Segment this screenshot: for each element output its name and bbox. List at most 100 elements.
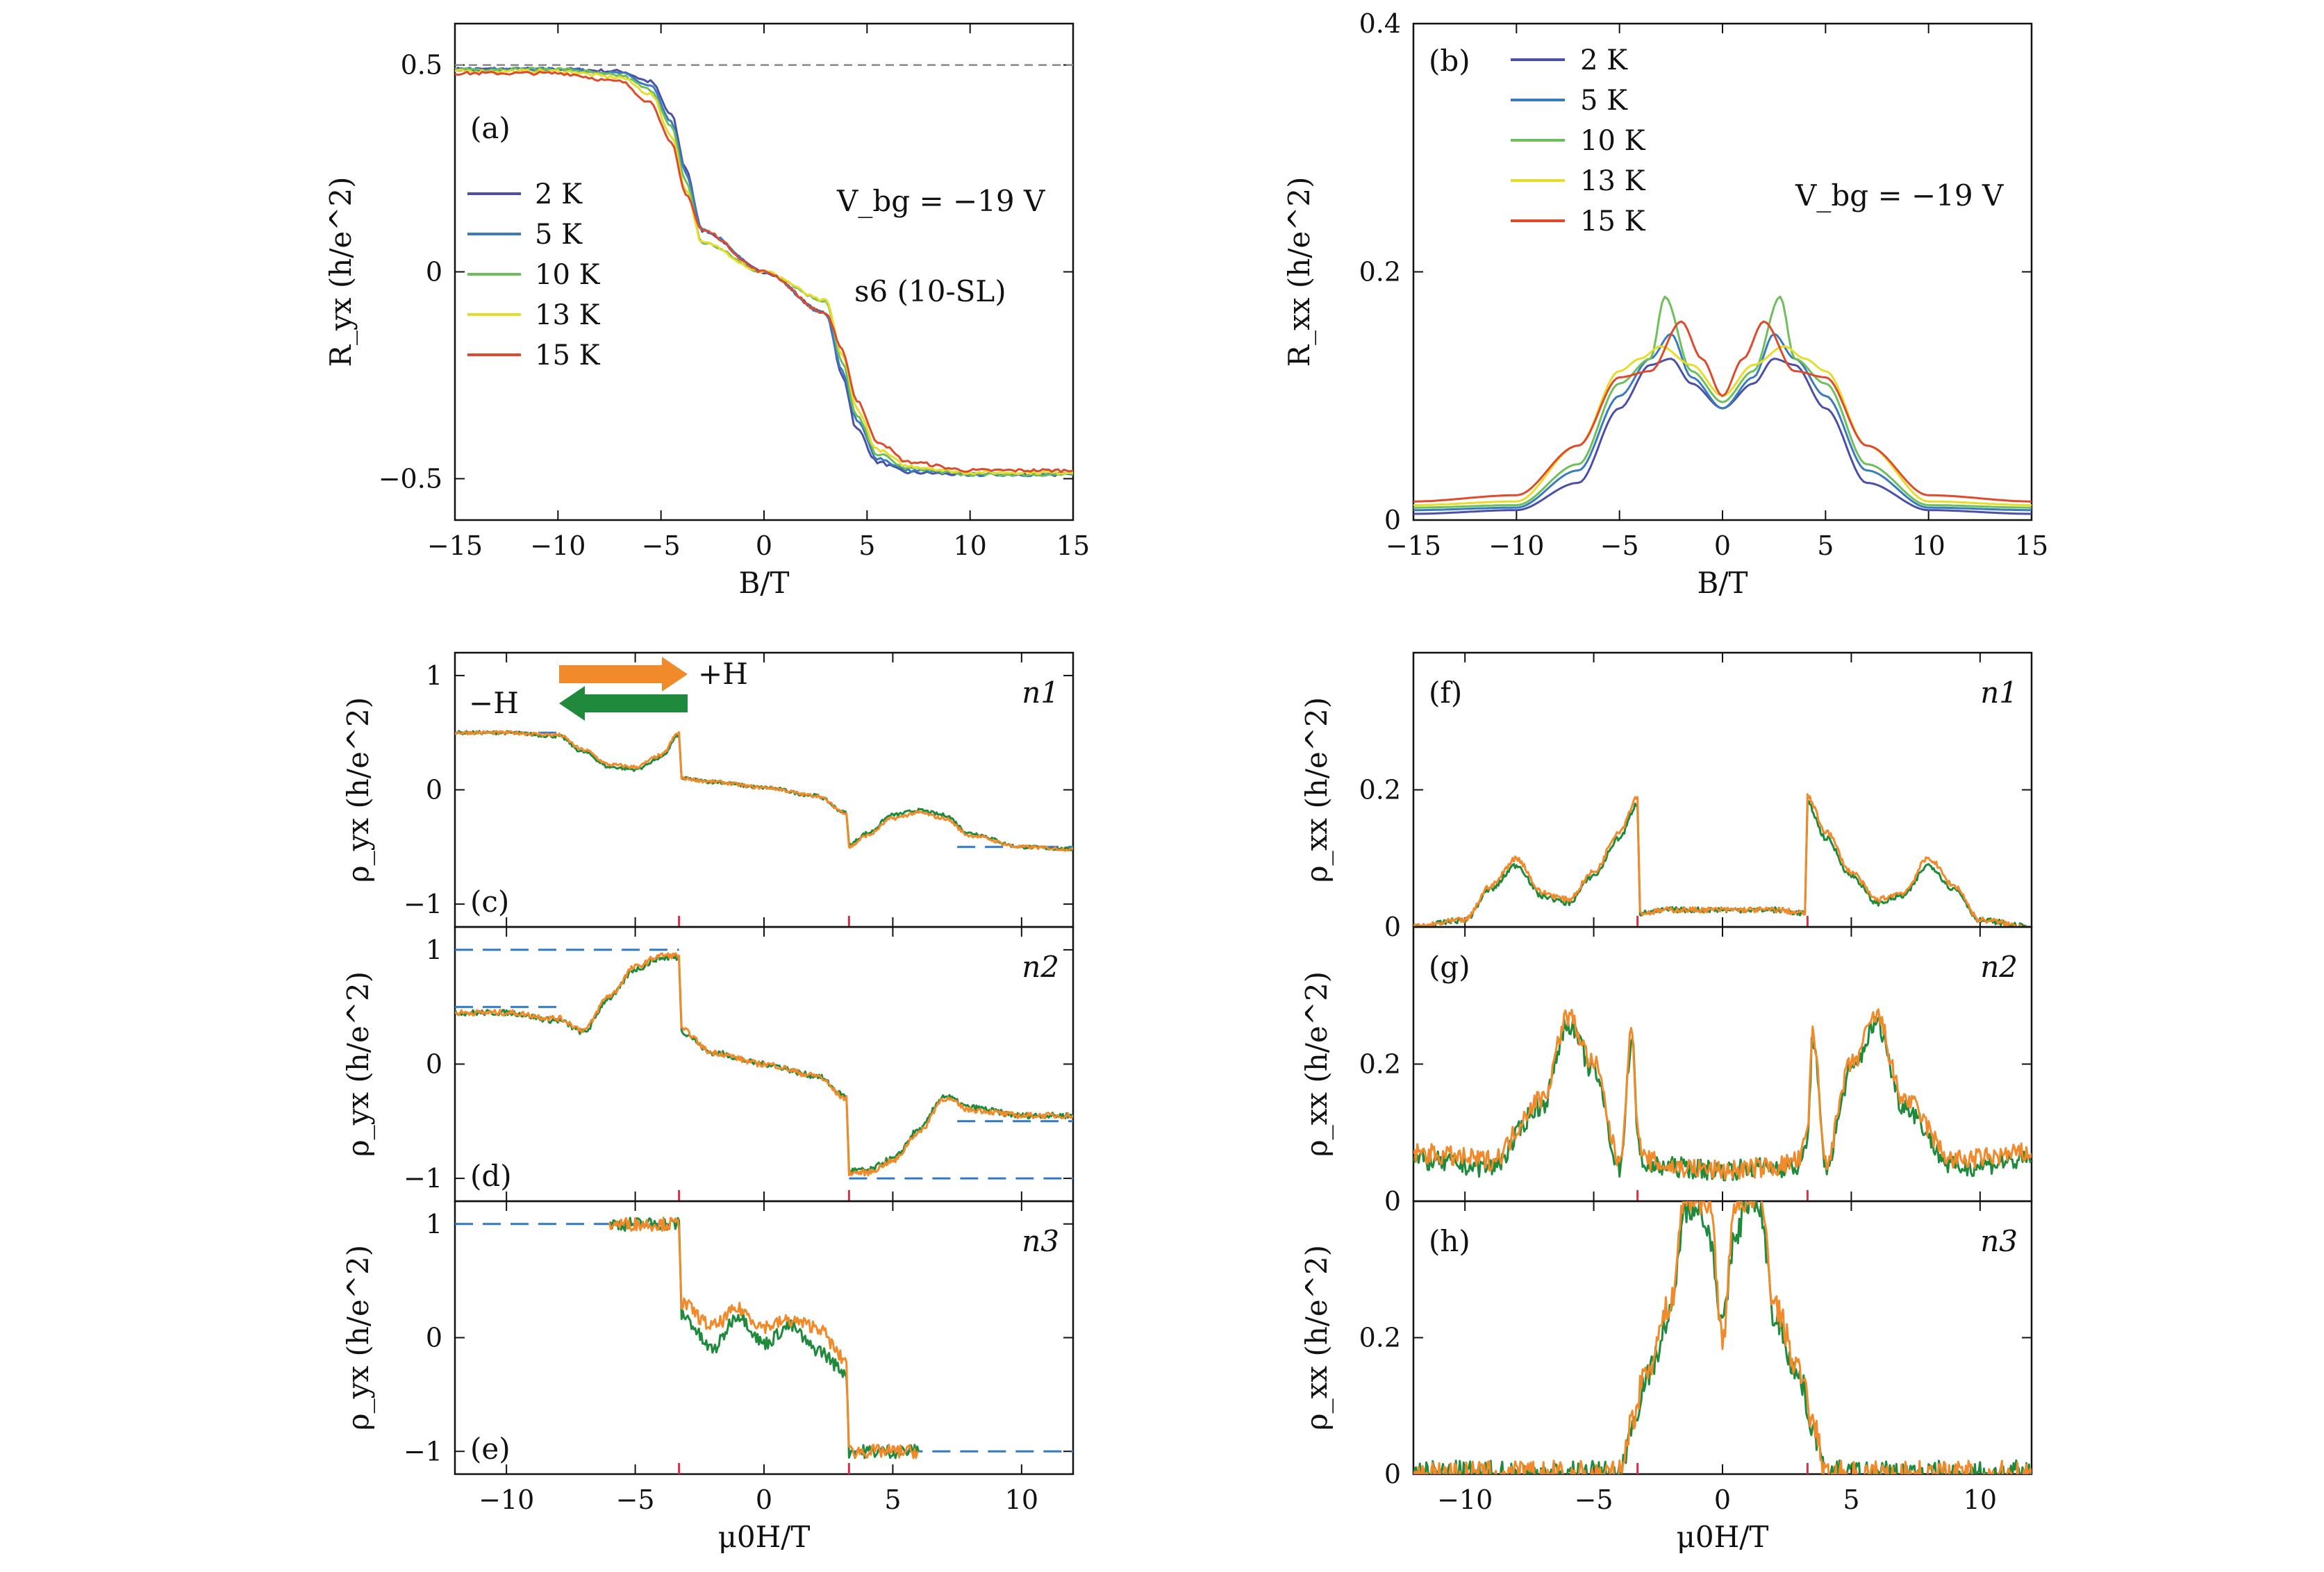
x-axis-label: B/T [738,566,789,600]
legend-label: 15 K [1580,206,1646,237]
panel-c: 1 0 −1 ρ_yx (h/e^2) (c) n1 [341,651,1074,928]
x-tick-label: 0 [1714,1485,1731,1515]
y-tick-label: 1 [426,660,442,691]
plot-area-f [1413,793,2032,927]
y-tick-label: −1 [404,1163,442,1194]
y-tick-label: −1 [404,889,442,919]
panel-a: −15 −10 −5 0 5 10 15 0.5 0 −0.5 R_yx (h/e^2) B/T (a)… [324,22,1090,600]
series-line-+H [1413,1008,2032,1180]
y-tick-label: −1 [404,1436,442,1466]
x-tick-label: 0 [756,1485,772,1515]
plot-area-a [455,64,1073,478]
density-tag: n1 [1022,676,1059,710]
x-tick-label: 0 [756,530,772,561]
x-tick-label: 5 [858,530,875,561]
legend-label: 10 K [1580,125,1646,157]
plot-area-e [455,1216,1073,1474]
series-line-−H [609,1216,920,1460]
x-tick-label: 15 [2015,530,2048,561]
y-tick-label: 0 [426,1049,442,1080]
y-tick-label: 0 [426,775,442,805]
plot-area-g [1413,1008,2032,1201]
series-line-5 K [1413,333,2032,512]
density-tag: n2 [1980,950,2018,984]
series-line-2 K [1413,358,2032,515]
y-axis-label: ρ_xx (h/e^2) [1300,697,1334,883]
series-line-−H [1413,1015,2032,1182]
sweep-up-arrow-head [662,657,688,692]
x-tick-label: −10 [1488,530,1544,561]
y-tick-label: 0 [1384,505,1401,535]
y-tick-label: 0.4 [1359,8,1401,39]
sweep-up-arrow-body [559,665,663,683]
x-tick-label: −15 [1386,530,1441,561]
series-line-−H [1413,1201,2032,1474]
panel-label-g: (g) [1429,950,1470,984]
x-tick-label: 10 [953,530,986,561]
panel-b: −15 −10 −5 0 5 10 15 0 0.2 0.4 R_xx (h/e^2) B/T (b) V… [1282,8,2048,600]
y-tick-label: 0 [1384,1186,1401,1216]
y-tick-label: 0 [1384,1459,1401,1489]
density-tag: n1 [1980,676,2018,710]
y-tick-label: 1 [426,1209,442,1239]
x-axis-label: μ0H/T [1677,1520,1769,1554]
panel-f: 0 0.2 ρ_xx (h/e^2) (f) n1 [1300,651,2033,942]
y-tick-label: 0.2 [1359,1049,1401,1080]
y-axis-label: ρ_xx (h/e^2) [1300,971,1334,1157]
series-line-−H [455,730,1073,852]
x-axis-label: μ0H/T [718,1520,811,1554]
y-tick-label: −0.5 [379,463,442,494]
series-line-+H [455,952,1073,1177]
series-line-13 K [1413,345,2032,506]
y-tick-label: 0 [426,1323,442,1353]
y-axis-label: ρ_yx (h/e^2) [341,1245,375,1430]
panel-h: −10 −5 0 5 10 0 0.2 ρ_xx (h/e^2) μ0H/T (h) n3 [1300,1200,2033,1554]
x-axis-label: B/T [1697,566,1748,600]
series-line-15 K [455,70,1073,474]
plot-frame-f [1412,651,2033,928]
y-tick-label: 0.5 [401,50,442,81]
density-tag: n2 [1022,950,1059,984]
x-tick-label: −5 [642,530,681,561]
x-tick-label: 5 [1817,530,1834,561]
x-tick-label: 10 [1005,1485,1038,1515]
x-tick-label: −10 [530,530,586,561]
panel-g: 0 0.2 ρ_xx (h/e^2) (g) n2 [1300,926,2033,1216]
density-tag: n3 [1980,1224,2018,1258]
panel-label-c: (c) [470,885,509,919]
series-line-10 K [1413,295,2032,509]
series-line-15 K [1413,320,2032,503]
plot-area-b [1413,295,2032,515]
series-line-+H [1413,1201,2032,1474]
panel-label-a: (a) [470,111,511,145]
plot-frame-b [1412,22,2033,521]
panel-label-d: (d) [470,1159,512,1193]
y-tick-label: 0 [426,257,442,287]
x-tick-label: 15 [1056,530,1090,561]
panel-d: 1 0 −1 ρ_yx (h/e^2) (d) n2 [341,926,1074,1203]
sweep-down-arrow-body [583,694,688,712]
sweep-direction-legend: +H −H [469,657,748,721]
legend-label: 5 K [535,219,583,251]
sweep-down-label: −H [469,686,519,720]
series-line-+H [608,1216,920,1460]
legend-label: 13 K [535,299,601,331]
plot-area-c [455,730,1073,927]
y-tick-label: 0 [1384,912,1401,942]
sweep-up-label: +H [698,657,748,691]
plot-frame-e [454,1200,1074,1475]
x-tick-label: −15 [427,530,483,561]
density-tag: n3 [1022,1224,1059,1258]
y-axis-label: R_yx (h/e^2) [324,176,358,367]
legend-label: 10 K [535,259,601,291]
y-axis-label: ρ_yx (h/e^2) [341,697,375,883]
x-tick-label: −10 [1437,1485,1493,1515]
gate-voltage-annotation: V_bg = −19 V [836,184,1045,218]
sample-annotation: s6 (10-SL) [854,274,1006,308]
y-axis-label: ρ_xx (h/e^2) [1300,1245,1334,1430]
y-tick-label: 0.2 [1359,775,1401,805]
y-tick-label: 0.2 [1359,1323,1401,1353]
legend-label: 5 K [1580,85,1628,117]
